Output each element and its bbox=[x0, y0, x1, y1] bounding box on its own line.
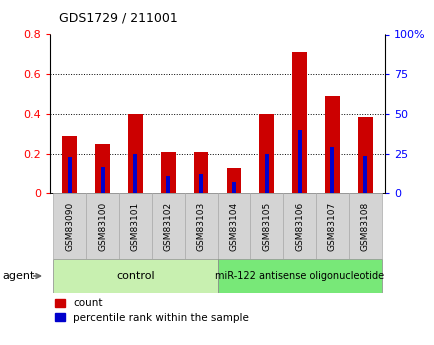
Text: agent: agent bbox=[2, 271, 34, 281]
Bar bbox=[217, 259, 381, 293]
Bar bbox=[86, 193, 119, 259]
Text: GSM83108: GSM83108 bbox=[360, 201, 369, 250]
Bar bbox=[315, 193, 348, 259]
Text: GSM83103: GSM83103 bbox=[196, 201, 205, 250]
Bar bbox=[95, 144, 110, 193]
Bar bbox=[133, 154, 137, 193]
Bar bbox=[166, 176, 170, 193]
Text: miR-122 antisense oligonucleotide: miR-122 antisense oligonucleotide bbox=[214, 271, 383, 281]
Bar bbox=[283, 193, 315, 259]
Text: GDS1729 / 211001: GDS1729 / 211001 bbox=[59, 11, 177, 24]
Text: GSM83105: GSM83105 bbox=[262, 201, 271, 250]
Text: control: control bbox=[116, 271, 155, 281]
Text: GSM83104: GSM83104 bbox=[229, 201, 238, 250]
Bar bbox=[250, 193, 283, 259]
Bar bbox=[324, 96, 339, 193]
Bar bbox=[128, 114, 142, 193]
Bar bbox=[264, 154, 268, 193]
Text: GSM83106: GSM83106 bbox=[294, 201, 303, 250]
Legend: count, percentile rank within the sample: count, percentile rank within the sample bbox=[55, 298, 248, 323]
Bar bbox=[68, 157, 72, 193]
Bar bbox=[53, 193, 86, 259]
Bar bbox=[62, 136, 77, 193]
Bar bbox=[184, 193, 217, 259]
Text: GSM83102: GSM83102 bbox=[163, 201, 172, 250]
Bar bbox=[100, 167, 104, 193]
Text: GSM83090: GSM83090 bbox=[65, 201, 74, 250]
Bar bbox=[151, 193, 184, 259]
Text: GSM83101: GSM83101 bbox=[131, 201, 140, 250]
Bar bbox=[226, 168, 241, 193]
Bar bbox=[199, 174, 203, 193]
Text: GSM83107: GSM83107 bbox=[327, 201, 336, 250]
Bar bbox=[297, 130, 301, 193]
Text: GSM83100: GSM83100 bbox=[98, 201, 107, 250]
Bar bbox=[292, 52, 306, 193]
Bar bbox=[259, 114, 273, 193]
Bar bbox=[217, 193, 250, 259]
Bar bbox=[330, 147, 334, 193]
Bar bbox=[348, 193, 381, 259]
Bar bbox=[53, 259, 217, 293]
Bar bbox=[193, 151, 208, 193]
Bar bbox=[231, 182, 235, 193]
Bar bbox=[362, 156, 366, 193]
Bar bbox=[357, 117, 372, 193]
Bar bbox=[119, 193, 151, 259]
Bar bbox=[161, 151, 175, 193]
